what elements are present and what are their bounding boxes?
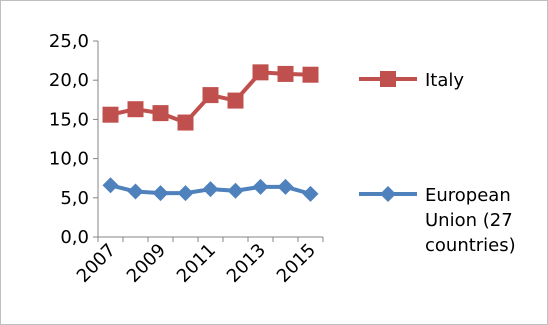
data-point [203,181,219,197]
y-axis-ticks: 0,0 5,0 10,0 15,0 20,0 25,0 [49,31,98,248]
y-tick-label: 20,0 [49,70,89,91]
legend-marker [380,71,396,87]
data-point [128,101,144,117]
data-point [153,185,169,201]
legend-label: Italy [425,70,464,91]
series-1 [103,177,319,202]
legend-item-0: Italy [359,70,464,91]
legend-marker [380,186,396,202]
legend-label: European Union (27 countries) [425,185,516,256]
y-tick-label: 5,0 [60,188,89,209]
legend-item-1: European Union (27 countries) [359,185,516,256]
data-point [103,177,119,193]
x-tick-label: 2013 [223,240,270,287]
x-tick-label: 2015 [273,240,320,287]
data-point [278,66,294,82]
series-group [103,64,319,202]
data-point [228,183,244,199]
legend: Italy European Union (27 countries) [359,70,516,256]
data-point [128,184,144,200]
data-point [203,87,219,103]
data-point [253,179,269,195]
y-tick-label: 10,0 [49,149,89,170]
data-point [153,105,169,121]
data-point [303,67,319,83]
data-point [178,115,194,131]
y-tick-label: 0,0 [60,227,89,248]
series-0 [103,64,319,130]
data-point [278,179,294,195]
data-point [228,93,244,109]
data-point [178,185,194,201]
x-tick-label: 2009 [123,240,170,287]
data-point [303,186,319,202]
y-tick-label: 15,0 [49,109,89,130]
data-point [103,107,119,123]
x-tick-label: 2011 [173,240,220,287]
x-axis-ticks: 2007 2009 2011 2013 2015 [73,237,323,287]
data-point [253,64,269,80]
y-tick-label: 25,0 [49,31,89,52]
